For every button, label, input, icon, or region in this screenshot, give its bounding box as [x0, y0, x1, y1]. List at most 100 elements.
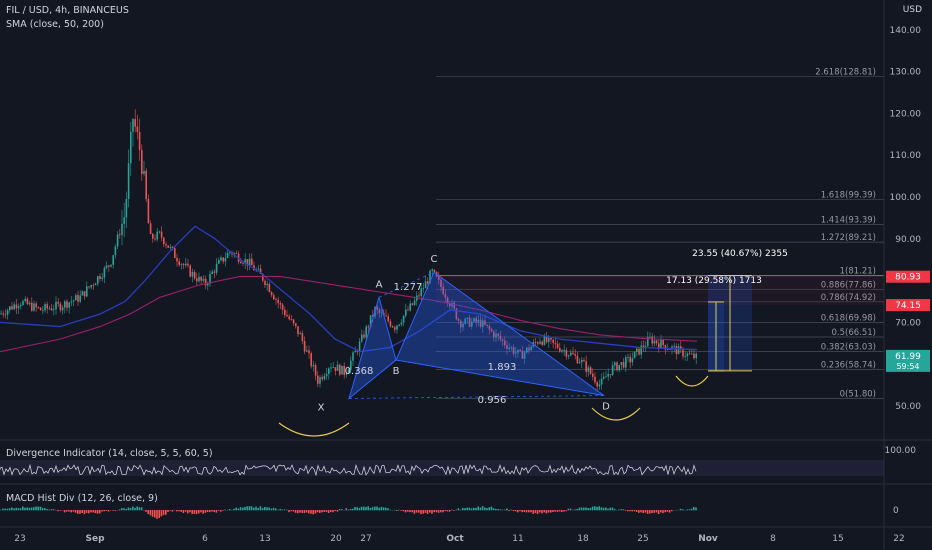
- macd-histogram-bar: [121, 508, 123, 511]
- candle-body: [512, 347, 515, 354]
- macd-histogram-bar: [429, 510, 431, 513]
- fib-level-label: 1.618(99.39): [821, 191, 876, 201]
- pattern-bcd-triangle: [395, 271, 605, 397]
- candle-body: [367, 326, 370, 328]
- candle-body: [506, 345, 508, 349]
- macd-histogram-bar: [275, 508, 277, 511]
- pattern-ratio-line: [348, 359, 397, 399]
- macd-histogram-bar: [611, 507, 614, 511]
- pattern-point-label: C: [431, 254, 438, 265]
- macd-histogram-bar: [437, 510, 440, 513]
- macd-histogram-bar: [686, 509, 688, 511]
- sma-legend[interactable]: SMA (close, 50, 200): [6, 19, 104, 30]
- divergence-indicator-title[interactable]: Divergence Indicator (14, close, 5, 5, 6…: [6, 448, 213, 459]
- price-tag-label: 74.15: [895, 301, 921, 311]
- candle-body: [246, 259, 249, 266]
- candle-body: [563, 349, 565, 351]
- time-tick-label: 18: [577, 534, 589, 544]
- pattern-point-label: X: [318, 402, 325, 413]
- candle-body: [273, 295, 275, 300]
- macd-histogram-bar: [266, 507, 268, 511]
- candle-body: [132, 119, 134, 132]
- price-tag-box: [886, 270, 930, 283]
- macd-histogram-bar: [303, 510, 306, 514]
- candle-body: [389, 321, 392, 327]
- candle-body: [550, 337, 552, 340]
- macd-histogram-bar: [17, 508, 20, 511]
- macd-histogram-bar: [259, 506, 262, 511]
- candle-body: [583, 359, 585, 362]
- macd-histogram-bar: [13, 508, 15, 511]
- candle-body: [358, 341, 361, 353]
- macd-histogram-bar: [464, 508, 466, 511]
- currency-label[interactable]: USD: [902, 5, 922, 15]
- macd-histogram-bar: [253, 507, 255, 511]
- macd-histogram-bar: [376, 506, 378, 511]
- candle-body: [44, 304, 46, 311]
- candle-body: [686, 353, 689, 357]
- candle-body: [130, 131, 132, 164]
- time-tick-label: 20: [330, 534, 342, 544]
- macd-histogram-bar: [596, 506, 598, 511]
- macd-histogram-bar: [156, 510, 158, 519]
- candle-body: [666, 349, 669, 350]
- macd-histogram-bar: [24, 507, 26, 511]
- candle-body: [145, 170, 147, 200]
- macd-histogram-bar: [347, 509, 350, 511]
- pattern-ratio-line: [395, 359, 605, 396]
- macd-histogram-bar: [693, 507, 695, 511]
- pattern-ratio-label: 0.956: [478, 395, 507, 406]
- candle-body: [400, 322, 403, 325]
- macd-histogram-bar: [657, 510, 660, 515]
- candle-body: [328, 368, 330, 374]
- macd-histogram-bar: [382, 507, 385, 511]
- candle-body: [105, 265, 108, 268]
- candle-body: [629, 356, 631, 363]
- macd-histogram-bar: [404, 510, 407, 513]
- macd-histogram-bar: [286, 509, 288, 511]
- candle-body: [48, 308, 51, 310]
- macd-histogram-bar: [283, 509, 286, 511]
- fibonacci-retracement[interactable]: 2.618(128.81) 1.618(99.39) 1.414(93.39) 1.2…: [436, 68, 884, 400]
- candlestick-series: [0, 109, 697, 392]
- macd-histogram-bar: [426, 510, 429, 514]
- price-range-measurements[interactable]: 23.55 (40.67%) 2355 17.13 (29.58%) 1713: [666, 249, 788, 372]
- candle-body: [174, 248, 176, 259]
- macd-histogram-bar: [41, 508, 44, 511]
- candle-body: [427, 281, 429, 284]
- macd-histogram-bar: [574, 509, 576, 511]
- candle-body: [453, 302, 455, 309]
- macd-histogram-bar: [239, 507, 242, 511]
- macd-histogram-bar: [334, 510, 336, 512]
- candle-body: [341, 365, 343, 375]
- macd-histogram-bar: [510, 509, 512, 511]
- candle-body: [440, 279, 442, 287]
- candle-body: [409, 303, 411, 311]
- macd-histogram-bar: [233, 508, 235, 511]
- harmonic-pattern[interactable]: X A B C D 0.368 1.277 1.893 0.956: [278, 254, 709, 437]
- candle-body: [53, 309, 55, 311]
- candle-body: [671, 346, 673, 350]
- macd-histogram-bar: [332, 510, 334, 513]
- candle-body: [517, 349, 519, 353]
- time-tick-label: 13: [259, 534, 270, 544]
- macd-histogram-bar: [488, 507, 490, 511]
- macd-histogram-bar: [319, 510, 321, 513]
- macd-histogram-bar: [294, 510, 297, 513]
- candle-body: [576, 355, 579, 364]
- candle-body: [510, 347, 513, 349]
- macd-histogram-bar: [136, 506, 138, 511]
- candle-body: [521, 350, 524, 359]
- candle-body: [119, 234, 121, 236]
- macd-indicator-title[interactable]: MACD Hist Div (12, 26, close, 9): [6, 493, 158, 504]
- pattern-arc: [591, 407, 641, 421]
- candle-body: [570, 352, 572, 356]
- candle-body: [653, 340, 656, 344]
- candle-body: [196, 278, 198, 282]
- symbol-title[interactable]: FIL / USD, 4h, BINANCEUS: [6, 5, 129, 16]
- macd-histogram-bar: [81, 510, 83, 513]
- candle-body: [235, 253, 238, 255]
- macd-histogram-bar: [602, 507, 605, 511]
- candle-body: [277, 299, 279, 304]
